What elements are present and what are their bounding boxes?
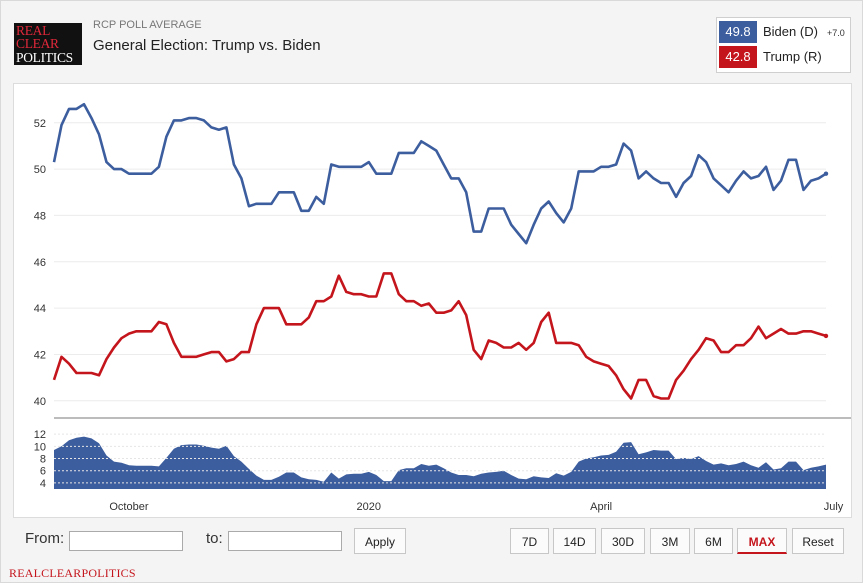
legend: 49.8 Biden (D) +7.0 42.8 Trump (R) bbox=[716, 17, 851, 73]
biden-value-badge: 49.8 bbox=[719, 21, 757, 43]
x-tick-label: 2020 bbox=[357, 501, 381, 513]
y-tick-label: 44 bbox=[34, 303, 46, 315]
x-tick-label: April bbox=[590, 501, 612, 513]
spread-tick-label: 6 bbox=[40, 466, 46, 478]
y-tick-label: 40 bbox=[34, 396, 46, 408]
rcp-logo[interactable]: REAL CLEAR POLITICS bbox=[14, 23, 82, 65]
from-date-input[interactable] bbox=[69, 531, 183, 551]
range-max-button[interactable]: MAX bbox=[737, 528, 787, 554]
trump-value-badge: 42.8 bbox=[719, 46, 757, 68]
y-tick-label: 46 bbox=[34, 257, 46, 269]
from-label: From: bbox=[25, 530, 65, 547]
y-tick-label: 50 bbox=[34, 164, 46, 176]
logo-line-1: REAL bbox=[16, 23, 51, 38]
page-title: General Election: Trump vs. Biden bbox=[93, 37, 321, 54]
spread-tick-label: 12 bbox=[34, 429, 46, 441]
spread-area bbox=[54, 436, 826, 489]
to-label: to: bbox=[206, 530, 223, 547]
y-tick-label: 42 bbox=[34, 349, 46, 361]
range-7d-button[interactable]: 7D bbox=[510, 528, 549, 554]
spread-tick-label: 10 bbox=[34, 441, 46, 453]
x-tick-label: July bbox=[824, 501, 844, 513]
y-tick-label: 48 bbox=[34, 210, 46, 222]
logo-line-2: CLEAR bbox=[16, 36, 59, 51]
series-end-point bbox=[823, 171, 829, 176]
range-30d-button[interactable]: 30D bbox=[601, 528, 645, 554]
spread-tick-label: 8 bbox=[40, 454, 46, 466]
range-controls: From: to: Apply 7D 14D 30D 3M 6M MAX Res… bbox=[13, 521, 850, 561]
range-6m-button[interactable]: 6M bbox=[694, 528, 733, 554]
trump-legend-label: Trump (R) bbox=[763, 49, 822, 64]
y-tick-label: 52 bbox=[34, 118, 46, 130]
poll-average-label: RCP POLL AVERAGE bbox=[93, 19, 202, 31]
chart-area[interactable]: 40 42 44 46 48 50 52 4 6 8 10 12 October 2020 April Jul… bbox=[13, 83, 852, 518]
range-14d-button[interactable]: 14D bbox=[553, 528, 596, 554]
range-3m-button[interactable]: 3M bbox=[650, 528, 690, 554]
apply-button[interactable]: Apply bbox=[354, 528, 406, 554]
x-tick-label: October bbox=[109, 501, 148, 513]
series-line-trump bbox=[52, 272, 827, 400]
spread-value: +7.0 bbox=[827, 28, 845, 38]
biden-legend-label: Biden (D) bbox=[763, 24, 818, 39]
footer-brand[interactable]: REALCLEARPOLITICS bbox=[9, 566, 136, 580]
reset-button[interactable]: Reset bbox=[792, 528, 844, 554]
to-date-input[interactable] bbox=[228, 531, 342, 551]
spread-tick-label: 4 bbox=[40, 478, 46, 490]
logo-line-3: POLITICS bbox=[16, 50, 73, 65]
series-end-point bbox=[823, 333, 829, 339]
series-line-biden bbox=[52, 102, 827, 245]
